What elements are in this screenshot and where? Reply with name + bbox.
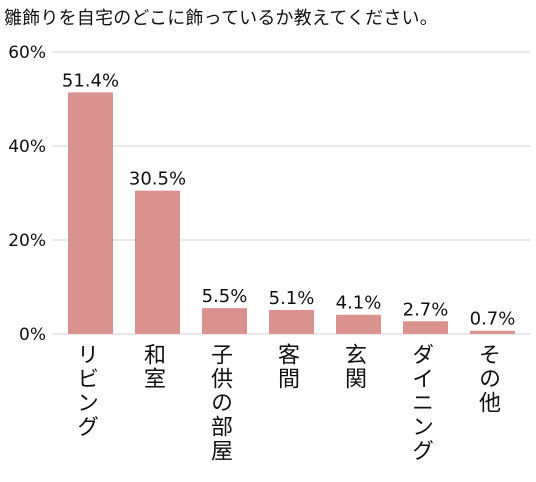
- y-tick-label: 40%: [8, 137, 46, 157]
- y-tick-label: 60%: [8, 43, 46, 63]
- category-label: リビング: [73, 343, 98, 439]
- chart-title: 雛飾りを自宅のどこに飾っているか教えてください。: [4, 8, 438, 29]
- category-label: 客間: [274, 343, 300, 391]
- data-label: 30.5%: [129, 169, 186, 190]
- data-label: 5.1%: [269, 288, 315, 309]
- bar: [269, 310, 314, 334]
- bar: [403, 321, 448, 334]
- bar: [336, 314, 381, 334]
- category-label: 子供の部屋: [207, 343, 233, 463]
- y-tick-label: 0%: [19, 325, 46, 345]
- data-label: 0.7%: [470, 309, 516, 330]
- bar: [202, 308, 247, 334]
- category-label: 玄関: [341, 343, 366, 391]
- bar: [68, 92, 113, 334]
- data-label: 2.7%: [403, 299, 449, 320]
- y-tick-label: 20%: [8, 231, 46, 251]
- data-label: 5.5%: [202, 286, 248, 307]
- category-label: 和室: [140, 343, 166, 391]
- bar: [470, 330, 515, 334]
- category-label: その他: [475, 343, 501, 415]
- data-label: 51.4%: [62, 70, 119, 91]
- data-label: 4.1%: [336, 293, 382, 314]
- bar: [135, 190, 180, 334]
- category-label: ダイニング: [408, 343, 433, 463]
